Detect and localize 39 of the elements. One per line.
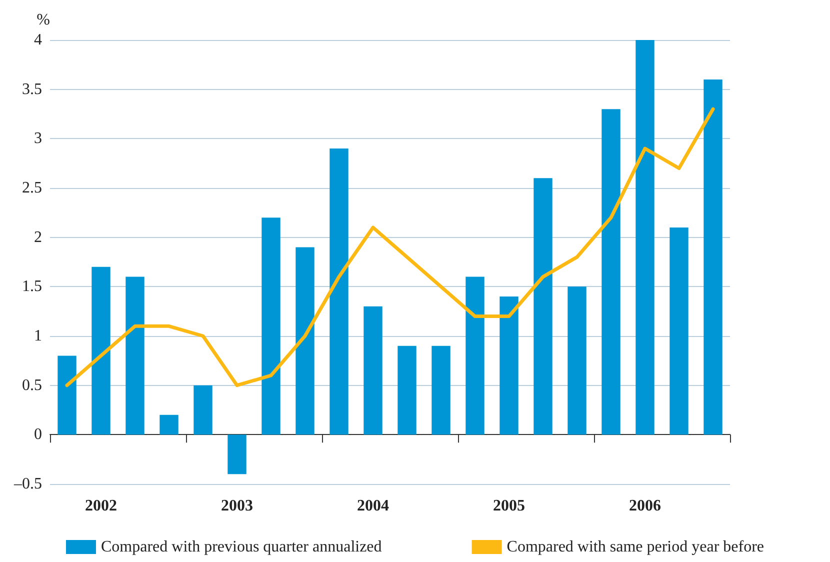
bar: [126, 276, 144, 435]
bar: [534, 178, 552, 435]
bar: [398, 346, 416, 435]
bar: [160, 414, 178, 435]
y-axis-title: %: [36, 12, 50, 28]
bar: [58, 356, 76, 435]
bar: [602, 109, 620, 435]
bar: [262, 218, 280, 435]
bar: [466, 276, 484, 435]
bar: [296, 247, 314, 435]
bar: [92, 266, 110, 435]
line-series: [65, 107, 715, 388]
bar: [636, 40, 654, 435]
y-tick-label: 0.5: [22, 376, 42, 394]
x-tick-label: 2004: [357, 498, 389, 514]
x-tick-label: 2005: [493, 498, 525, 514]
bar: [704, 79, 722, 435]
bar: [500, 296, 518, 435]
legend-label: Compared with previous quarter annualized: [100, 538, 382, 556]
y-tick-label: 3: [34, 130, 42, 148]
x-tick-label: 2002: [85, 498, 117, 514]
bar: [228, 434, 246, 474]
x-tick-label: 2003: [221, 498, 253, 514]
bar: [194, 385, 212, 435]
y-tick-label: 1.5: [22, 278, 42, 296]
bar: [364, 306, 382, 435]
bar: [670, 227, 688, 435]
y-tick-label: 0: [34, 426, 42, 444]
y-tick-label: 1: [34, 328, 42, 344]
bar: [568, 286, 586, 435]
bar: [432, 346, 450, 435]
y-tick-label: 2.5: [22, 180, 42, 196]
bar: [330, 148, 348, 435]
legend-label: Compared with same period year before: [506, 538, 764, 556]
y-tick-label: 2: [34, 228, 42, 246]
y-tick-label: 4: [34, 32, 42, 48]
y-tick-label: –0.5: [13, 476, 42, 492]
x-tick-label: 2006: [629, 498, 661, 514]
y-tick-label: 3.5: [22, 80, 42, 98]
